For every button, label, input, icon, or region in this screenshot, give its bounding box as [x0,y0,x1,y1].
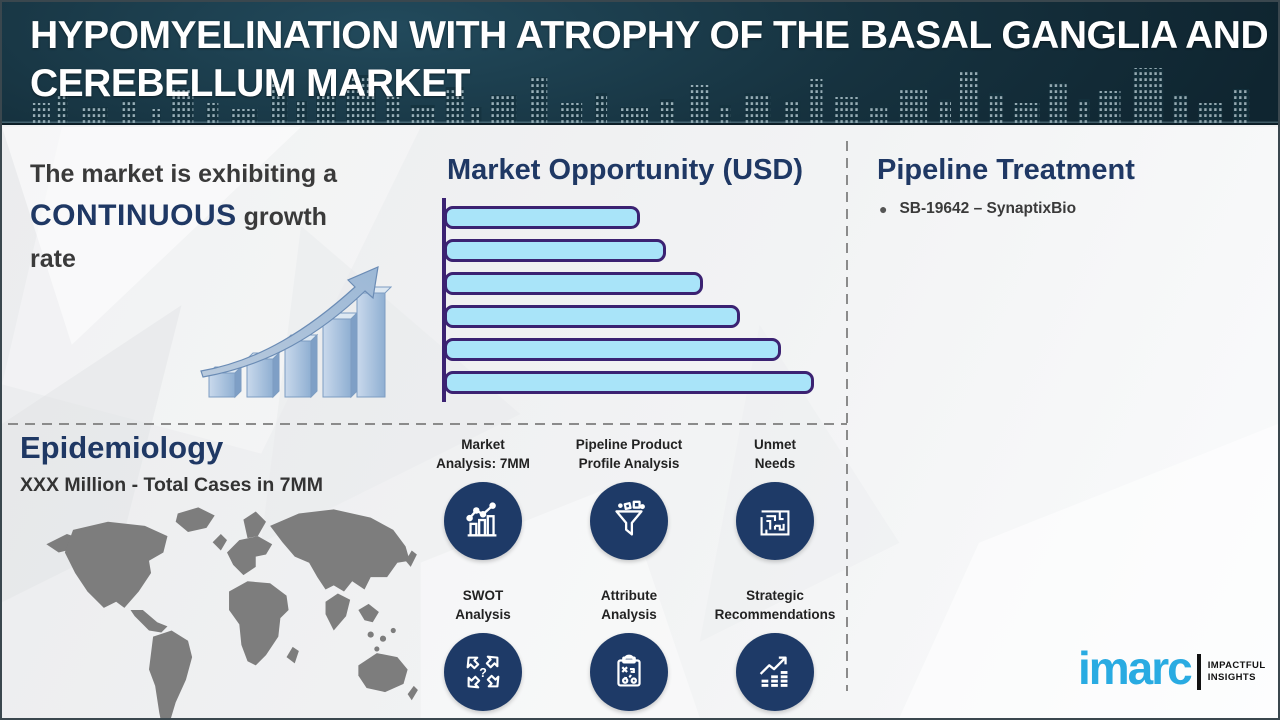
feature-swot-analysis: SWOT Analysis ? [410,586,556,718]
svg-text:?: ? [479,666,487,680]
market-opportunity-chart [442,198,816,402]
vertical-dashed-divider [846,141,848,691]
epidemiology-title: Epidemiology [20,430,224,465]
page-title-line2: CEREBELLUM MARKET [30,62,470,105]
content-area: The market is exhibiting a CONTINUOUS gr… [2,127,1278,718]
feature-label: Pipeline Product Profile Analysis [575,437,683,471]
market-opportunity-bar [444,206,641,229]
market-opportunity-bar [444,239,666,262]
feature-label: SWOT Analysis [455,588,511,622]
market-opportunity-bar [444,305,740,328]
market-opportunity-title: Market Opportunity (USD) [446,154,804,186]
logo-divider [1196,654,1201,690]
world-map-graphic [46,507,418,718]
swot-arrows-icon: ? [444,633,522,711]
feature-pipeline-product: Pipeline Product Profile Analysis [556,435,702,582]
growth-statement-highlight: CONTINUOUS [30,199,237,232]
growth-arrow-bars-icon [736,633,814,711]
epidemiology-subtitle: XXX Million - Total Cases in 7MM [20,474,324,496]
bullet-icon: ● [879,201,888,217]
market-opportunity-bar [444,371,814,394]
growth-statement: The market is exhibiting a CONTINUOUS gr… [30,153,378,280]
maze-icon [736,482,814,560]
pipeline-treatment-item-label: SB-19642 – SynaptixBio [899,200,1077,217]
feature-unmet-needs: Unmet Needs [702,435,848,582]
feature-market-analysis: Market Analysis: 7MM [410,435,556,582]
imarc-logo: imarc IMPACTFUL INSIGHTS [1078,645,1266,691]
page-title: HYPOMYELINATION WITH ATROPHY OF THE BASA… [30,12,1269,108]
pipeline-treatment-title: Pipeline Treatment [877,154,1135,186]
pipeline-treatment-item: ● SB-19642 – SynaptixBio [879,200,1076,218]
market-opportunity-bar [444,338,781,361]
feature-label: Strategic Recommendations [714,588,836,622]
feature-attribute-analysis: Attribute Analysis [556,586,702,718]
imarc-logo-wordmark: imarc [1078,642,1193,694]
city-skyline-graphic [2,68,1278,123]
bar-chart-trend-icon [444,482,522,560]
growth-statement-prefix: The market is exhibiting a [30,160,338,188]
header-banner: HYPOMYELINATION WITH ATROPHY OF THE BASA… [2,2,1278,125]
logo-tagline: IMPACTFUL INSIGHTS [1207,660,1266,683]
horizontal-dashed-divider [8,423,847,425]
feature-label: Attribute Analysis [600,588,658,622]
page-title-line1: HYPOMYELINATION WITH ATROPHY OF THE BASA… [30,14,1269,57]
feature-label: Market Analysis: 7MM [436,437,530,471]
funnel-icon [590,482,668,560]
clipboard-strategy-icon [590,633,668,711]
feature-strategic-recommendations: Strategic Recommendations [702,586,848,718]
analysis-features-grid: Market Analysis: 7MM [410,435,848,718]
market-opportunity-bars [444,206,816,394]
feature-label: Unmet Needs [753,437,796,471]
market-opportunity-bar [444,272,703,295]
